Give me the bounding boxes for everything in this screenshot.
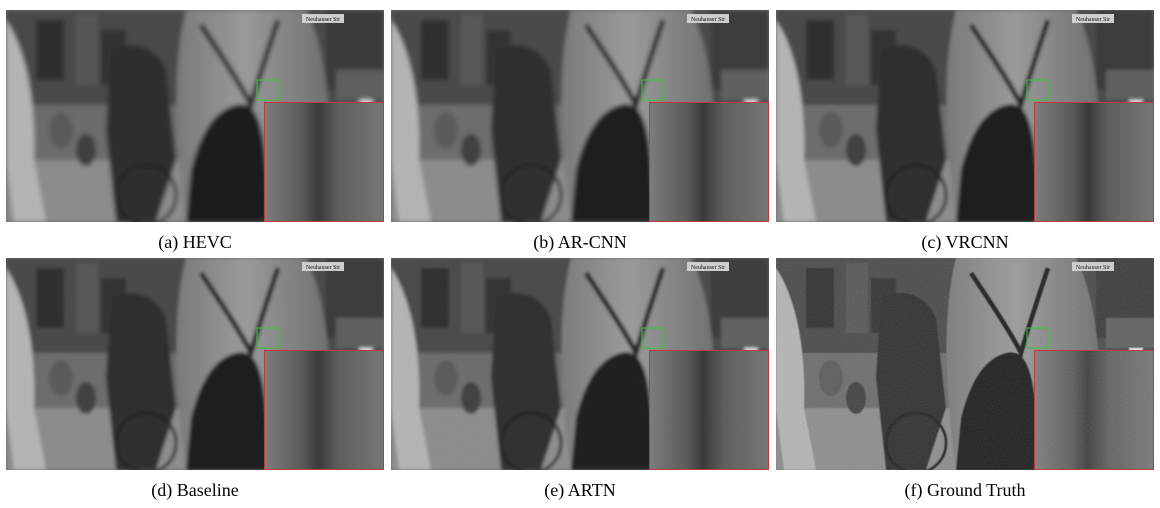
panel-caption: (c) VRCNN [921,232,1009,252]
panel-caption: (d) Baseline [151,480,239,500]
panel-f: Neuhauser Str (f) Ground Truth [776,258,1154,500]
street-scene-image: Neuhauser Str [776,10,1154,222]
street-scene-image: Neuhauser Str [776,258,1154,470]
panel-caption: (b) AR-CNN [533,232,627,252]
frame-image: Neuhauser Str [6,10,384,222]
street-scene-image: Neuhauser Str [6,10,384,222]
frame-image: Neuhauser Str [391,10,769,222]
panel-caption: (e) ARTN [544,480,616,500]
panel-c: Neuhauser Str (c) VRCNN [776,10,1154,252]
panel-d: Neuhauser Str (d) Baseline [6,258,384,500]
street-scene-image: Neuhauser Str [391,258,769,470]
panel-b: Neuhauser Str (b) AR-CNN [391,10,769,252]
street-scene-image: Neuhauser Str [6,258,384,470]
panel-caption: (f) Ground Truth [904,480,1026,500]
frame-image: Neuhauser Str [6,258,384,470]
frame-image: Neuhauser Str [391,258,769,470]
panel-e: Neuhauser Str (e) ARTN [391,258,769,500]
panel-a: Neuhauser Str (a) HEVC [6,10,384,252]
frame-image: Neuhauser Str [776,10,1154,222]
panel-caption: (a) HEVC [158,232,232,252]
frame-image: Neuhauser Str [776,258,1154,470]
street-scene-image: Neuhauser Str [391,10,769,222]
